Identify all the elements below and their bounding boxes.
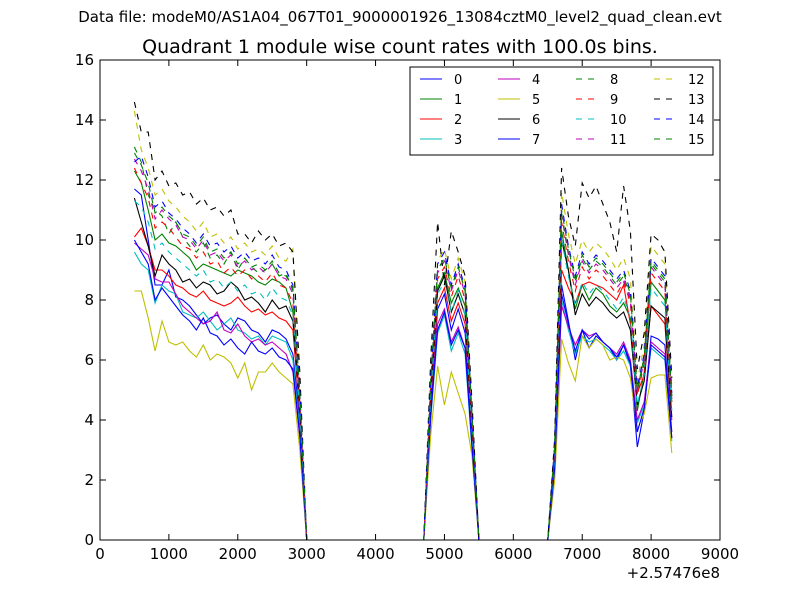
y-tick-label: 0 (84, 531, 94, 549)
x-offset-label: +2.57476e8 (627, 564, 720, 582)
y-tick-label: 10 (75, 231, 94, 249)
x-tick-label: 8000 (632, 545, 670, 563)
legend-label: 13 (688, 93, 705, 108)
y-tick-label: 6 (84, 351, 94, 369)
x-tick-label: 3000 (288, 545, 326, 563)
x-tick-label: 2000 (219, 545, 257, 563)
legend-label: 5 (532, 93, 540, 108)
legend-box (409, 66, 714, 156)
series-line-13 (133, 101, 673, 541)
series-line-12 (133, 110, 673, 541)
chart-title: Quadrant 1 module wise count rates with … (142, 36, 658, 58)
x-tick-label: 5000 (425, 545, 463, 563)
legend-label: 15 (688, 133, 705, 148)
legend-label: 8 (610, 73, 618, 88)
legend-label: 10 (610, 113, 627, 128)
y-tick-label: 8 (84, 291, 94, 309)
legend-label: 0 (454, 73, 462, 88)
legend-label: 12 (688, 73, 705, 88)
legend-label: 9 (610, 93, 618, 108)
y-tick-label: 12 (75, 171, 94, 189)
x-tick-label: 9000 (701, 545, 739, 563)
legend-label: 14 (688, 113, 705, 128)
figure-suptitle: Data file: modeM0/AS1A04_067T01_90000019… (78, 8, 722, 26)
series-line-9 (133, 167, 673, 541)
series-line-14 (134, 155, 673, 541)
x-tick-label: 0 (95, 545, 105, 563)
legend-label: 4 (532, 73, 540, 88)
x-tick-label: 7000 (563, 545, 601, 563)
legend-label: 11 (610, 133, 627, 148)
x-tick-label: 1000 (150, 545, 188, 563)
y-tick-label: 14 (75, 111, 94, 129)
legend-label: 2 (454, 113, 462, 128)
y-tick-label: 4 (84, 411, 94, 429)
legend-label: 1 (454, 93, 462, 108)
x-axis: 0 1000 2000 3000 4000 5000 6000 7000 8000 9000 (95, 60, 739, 563)
legend-label: 7 (532, 133, 540, 148)
x-tick-label: 6000 (494, 545, 532, 563)
legend-label: 3 (454, 133, 462, 148)
x-tick-label: 4000 (356, 545, 394, 563)
legend-label: 6 (532, 113, 540, 128)
y-tick-label: 16 (75, 51, 94, 69)
y-tick-label: 2 (84, 471, 94, 489)
